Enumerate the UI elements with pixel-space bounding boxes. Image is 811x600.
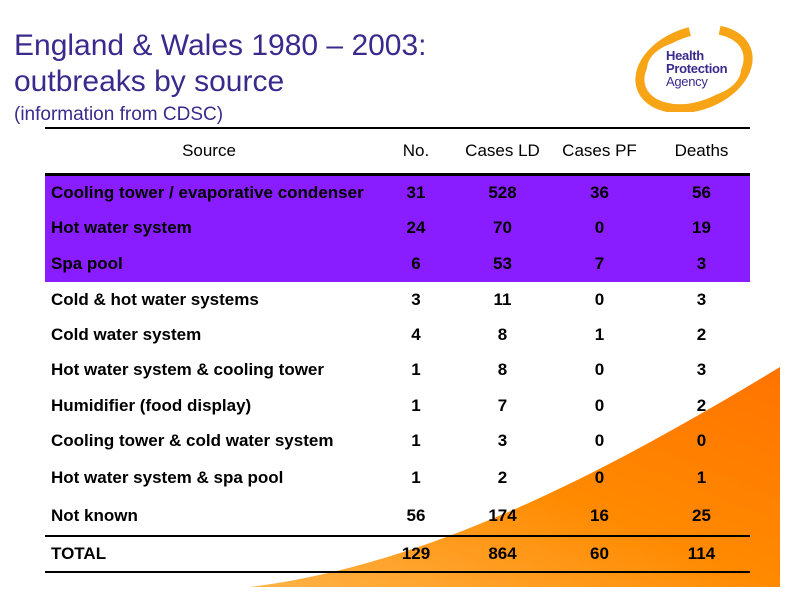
header-deaths: Deaths (674, 140, 729, 160)
logo-line-3: Agency (666, 74, 708, 89)
cell-no: 4 (411, 324, 421, 344)
table-row: Hot water system & spa pool 1 2 0 1 (45, 459, 750, 496)
cell-cases-pf: 0 (594, 289, 605, 309)
cell-source: Spa pool (51, 254, 123, 273)
cell-cases-ld: 7 (497, 395, 508, 415)
logo-wordmark: Health Protection Agency (666, 48, 728, 89)
table-row: Cooling tower & cold water system 1 3 0 … (45, 423, 750, 459)
cell-source: Cold water system (51, 324, 202, 344)
cell-cases-pf: 0 (594, 218, 605, 237)
cell-source: Hot water system (51, 218, 192, 237)
logo-line-2: Protection (666, 61, 728, 76)
cell-cases-pf: 0 (594, 360, 605, 379)
cell-no: 24 (406, 218, 426, 237)
table-row: Spa pool 6 53 7 3 (45, 246, 750, 282)
logo-line-1: Health (666, 48, 704, 63)
cell-cases-pf: 1 (594, 324, 605, 344)
cell-cases-pf: 0 (594, 467, 605, 487)
header-cases-ld: Cases LD (465, 140, 540, 160)
cell-source: Humidifier (food display) (51, 395, 252, 415)
cell-deaths: 3 (696, 254, 707, 273)
cell-source: Cooling tower / evaporative condenser (51, 183, 364, 203)
cell-cases-pf: 36 (590, 182, 609, 202)
cell-no: 3 (411, 289, 421, 309)
total-cases-pf: 60 (590, 544, 609, 563)
cell-cases-ld: 70 (493, 218, 512, 237)
table-header-row: Source No. Cases LD Cases PF Deaths (45, 128, 750, 174)
cell-deaths: 19 (692, 218, 711, 237)
cell-no: 1 (411, 431, 421, 450)
slide-subtitle: (information from CDSC) (14, 104, 224, 125)
cell-cases-pf: 0 (594, 395, 605, 415)
cell-no: 6 (411, 254, 421, 273)
hpa-logo: Health Protection Agency (632, 24, 760, 114)
cell-deaths: 25 (692, 505, 711, 525)
title-line-2: outbreaks by source (14, 65, 285, 98)
table-row: Cold & hot water systems 3 11 0 3 (45, 282, 750, 317)
total-no: 129 (401, 544, 431, 563)
cell-deaths: 0 (696, 431, 707, 450)
header-source: Source (182, 140, 236, 160)
cell-cases-pf: 7 (594, 254, 605, 273)
cell-no: 56 (406, 505, 426, 525)
cell-cases-pf: 0 (594, 431, 605, 450)
cell-cases-ld: 528 (488, 182, 517, 202)
logo-ring-icon (635, 24, 753, 114)
cell-cases-ld: 11 (493, 289, 512, 309)
table-row: Cold water system 4 8 1 2 (45, 317, 750, 352)
header-no: No. (402, 140, 430, 160)
cell-no: 31 (406, 182, 426, 202)
cell-cases-ld: 2 (497, 467, 508, 487)
total-deaths: 114 (687, 544, 716, 563)
total-cases-ld: 864 (488, 544, 517, 563)
cell-source: Not known (51, 505, 138, 525)
cell-deaths: 56 (692, 182, 711, 202)
cell-source: Hot water system & spa pool (51, 467, 284, 487)
cell-deaths: 3 (696, 360, 707, 379)
header-cases-pf: Cases PF (562, 140, 637, 160)
slide-title: England & Wales 1980 – 2003: outbreaks by… (14, 28, 427, 100)
cell-no: 1 (411, 360, 421, 379)
table-row: Hot water system 24 70 0 19 (45, 210, 750, 246)
table-row: Not known 56 174 16 25 (45, 496, 750, 536)
table-row: Humidifier (food display) 1 7 0 2 (45, 388, 750, 423)
cell-source: Cold & hot water systems (51, 289, 259, 309)
title-line-1: England & Wales 1980 – 2003: (14, 29, 427, 62)
cell-cases-pf: 16 (590, 505, 609, 525)
cell-cases-ld: 3 (497, 431, 508, 450)
table-total-row: TOTAL 129 864 60 114 (45, 536, 750, 572)
cell-deaths: 1 (696, 467, 707, 487)
outbreaks-table: Source No. Cases LD Cases PF Deaths Cool… (45, 127, 750, 573)
cell-no: 1 (411, 467, 421, 487)
total-label: TOTAL (51, 544, 107, 563)
cell-deaths: 3 (696, 289, 707, 309)
cell-cases-ld: 53 (493, 254, 512, 273)
cell-cases-ld: 8 (497, 360, 508, 379)
table-row: Cooling tower / evaporative condenser 31… (45, 174, 750, 210)
cell-no: 1 (411, 395, 421, 415)
cell-source: Hot water system & cooling tower (51, 360, 324, 379)
cell-cases-ld: 8 (497, 324, 508, 344)
cell-deaths: 2 (696, 395, 707, 415)
cell-deaths: 2 (696, 324, 707, 344)
table-row: Hot water system & cooling tower 1 8 0 3 (45, 352, 750, 388)
cell-cases-ld: 174 (488, 505, 517, 525)
cell-source: Cooling tower & cold water system (51, 431, 334, 450)
